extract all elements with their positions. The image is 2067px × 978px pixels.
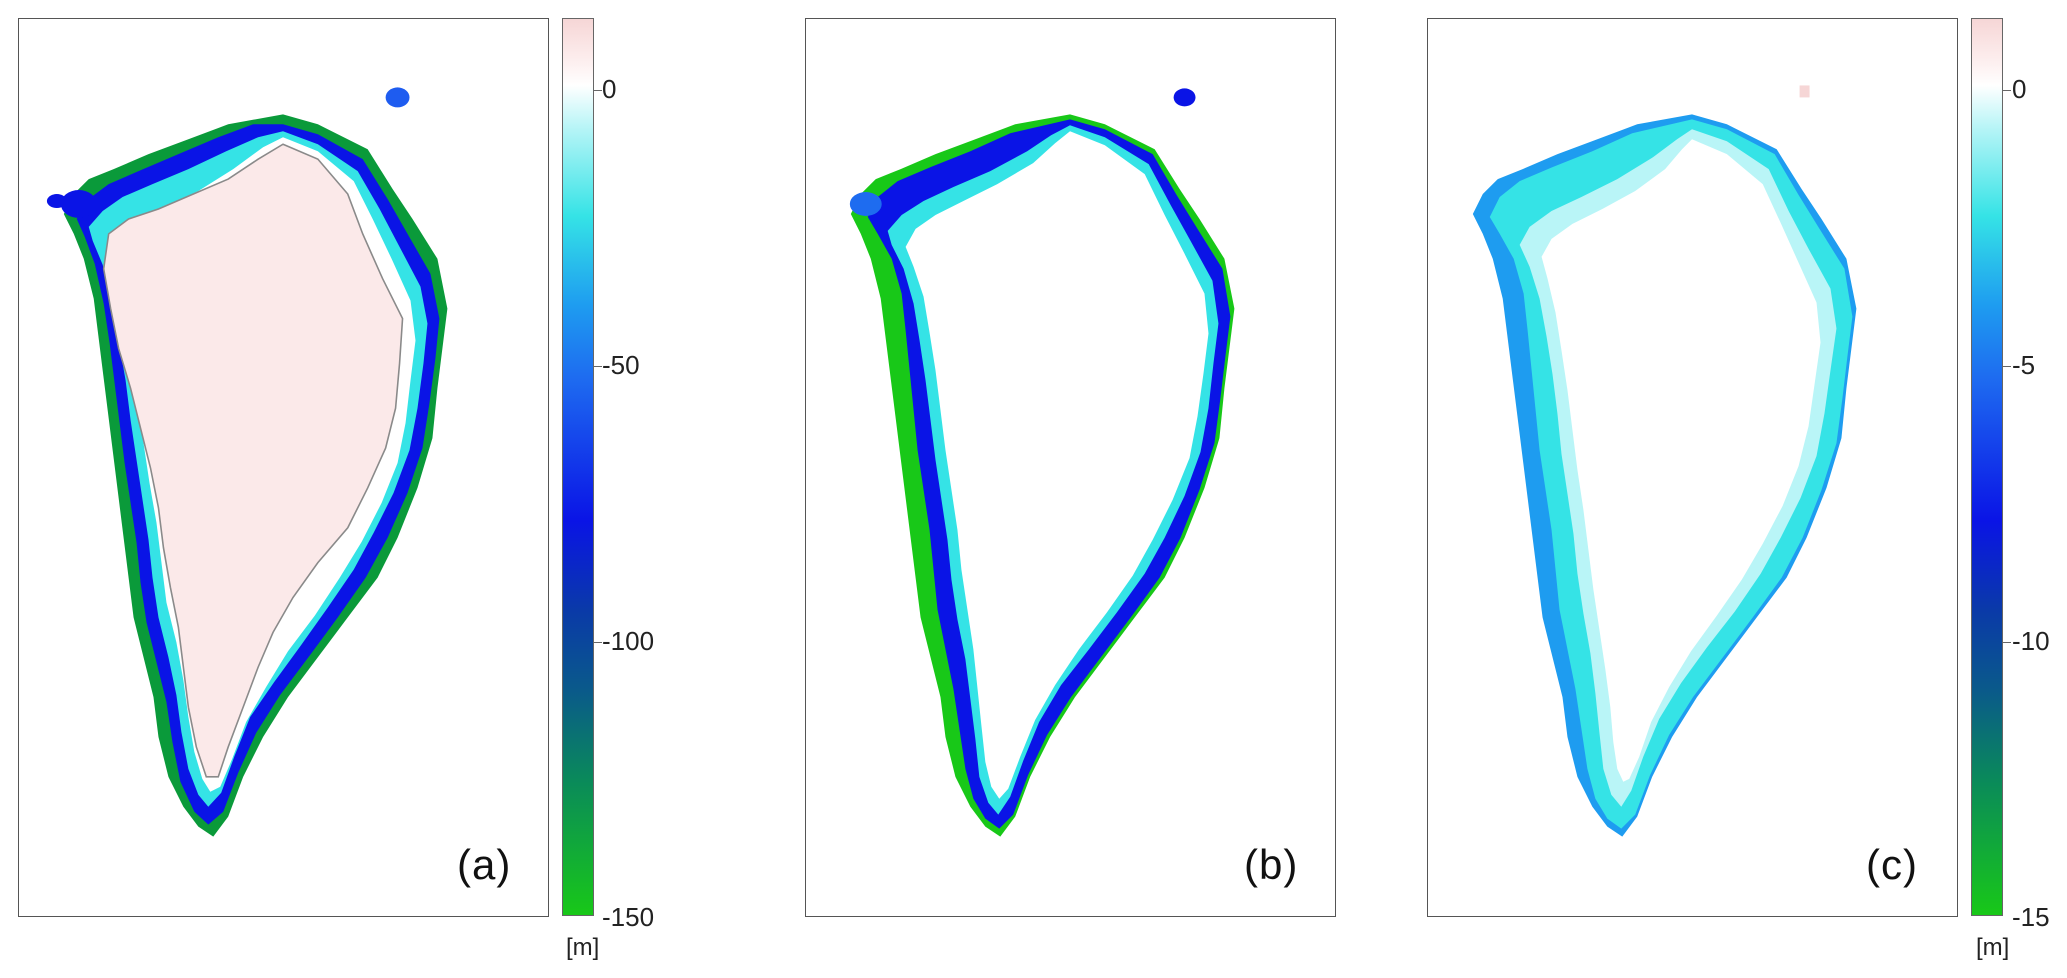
colorbar-2-unit: [m]: [1976, 934, 2010, 961]
map-panel-b: (b): [805, 18, 1336, 917]
map-panel-a: (a): [18, 18, 549, 917]
panel-label-b: (b): [1244, 841, 1299, 888]
colorbar-1-tick-100: -100: [602, 626, 655, 656]
zero-contour-a: [102, 143, 404, 778]
colorbar-1-tick-50: -50: [602, 350, 640, 380]
colorbar-1-tick-0: 0: [602, 74, 617, 104]
colorbar-1: [562, 18, 594, 916]
colorbar-1-unit: [m]: [566, 934, 600, 961]
colorbar-2-tick-10: -10: [2012, 626, 2050, 656]
panel-label-c: (c): [1866, 841, 1918, 888]
colorbar-2-tick-15: -15: [2012, 902, 2050, 932]
colorbar-2-tick-5: -5: [2012, 350, 2036, 380]
panel-label-a: (a): [457, 841, 512, 888]
map-panel-c: (c): [1427, 18, 1958, 917]
colorbar-2: [1971, 18, 2003, 916]
colorbar-2-tick-0: 0: [2012, 74, 2027, 104]
colorbar-1-tick-150: -150: [602, 902, 655, 932]
greenland-map-c: [1472, 85, 1857, 837]
greenland-map-a: [46, 87, 448, 837]
greenland-map-b: [849, 88, 1235, 837]
